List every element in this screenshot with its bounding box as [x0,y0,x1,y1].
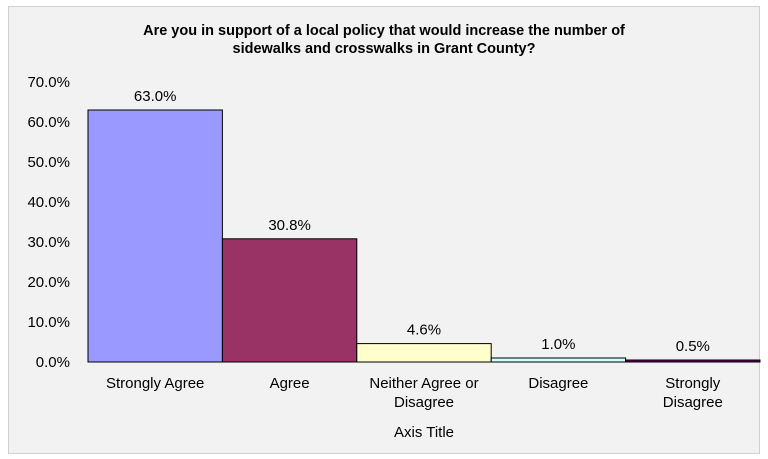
bars [87,109,761,363]
chart-title-line-1: Are you in support of a local policy tha… [143,23,625,39]
y-axis-ticks: 0.0% 10.0% 20.0% 30.0% 40.0% 50.0% 60.0% 70.0% [27,74,70,371]
x-tick-label: Disagree [394,394,454,411]
data-label: 4.6% [407,322,441,339]
y-tick-label: 70.0% [27,74,70,91]
y-tick-label: 20.0% [27,274,70,291]
data-label: 30.8% [268,217,311,234]
chart-title: Are you in support of a local policy tha… [0,22,768,58]
y-tick-label: 30.0% [27,234,70,251]
data-label: 63.0% [134,88,177,105]
bar [625,359,761,363]
x-tick-label: Disagree [528,375,588,392]
x-tick-label: Strongly [665,375,721,392]
x-axis-labels: Strongly Agree Agree Neither Agree or Disag… [106,375,723,411]
x-tick-label: Strongly Agree [106,375,204,392]
bar [221,238,358,363]
x-tick-label: Neither Agree or [369,375,478,392]
y-tick-label: 10.0% [27,314,70,331]
bar [490,357,627,363]
x-tick-label: Agree [270,375,310,392]
x-tick-label: Disagree [663,394,723,411]
bar [87,109,223,363]
y-tick-label: 40.0% [27,194,70,211]
data-label: 1.0% [541,336,575,353]
y-tick-label: 50.0% [27,154,70,171]
chart-title-line-2: sidewalks and crosswalks in Grant County… [232,41,536,57]
x-axis-title: Axis Title [394,424,454,441]
y-tick-label: 0.0% [36,354,70,371]
value-labels: 63.0% 30.8% 4.6% 1.0% 0.5% [134,88,710,355]
bar [356,343,492,363]
data-label: 0.5% [676,338,710,355]
y-tick-label: 60.0% [27,114,70,131]
